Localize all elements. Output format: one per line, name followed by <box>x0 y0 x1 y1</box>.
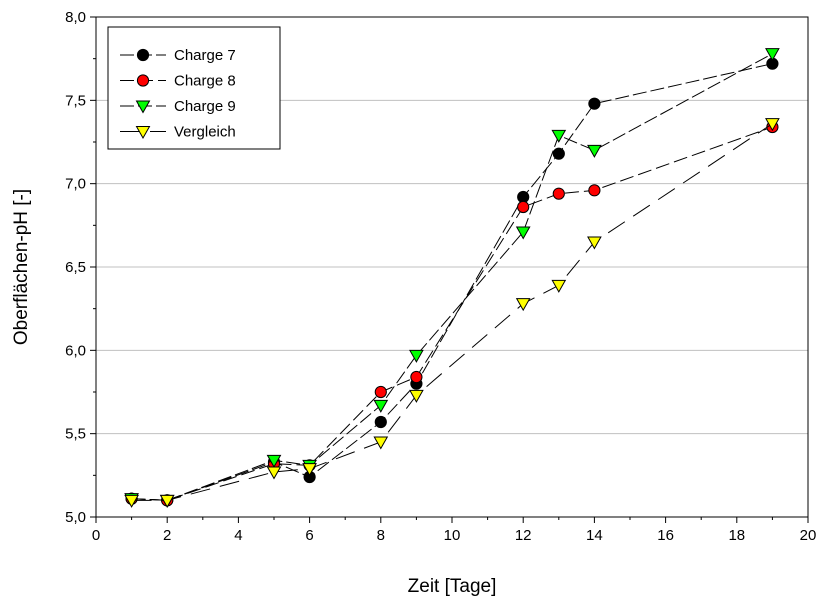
x-tick-label: 4 <box>234 527 242 544</box>
data-point <box>588 184 601 197</box>
legend-box <box>107 26 281 150</box>
data-point <box>515 226 531 240</box>
grid-lines <box>96 99 808 435</box>
y-tick-label: 6,0 <box>65 342 86 359</box>
y-tick-label: 7,0 <box>65 176 86 193</box>
legend-item: Vergleich <box>120 124 236 141</box>
x-tick-label: 18 <box>728 527 745 544</box>
series-layer <box>124 48 780 508</box>
y-tick-label: 8,0 <box>65 9 86 26</box>
series-line <box>131 123 773 501</box>
y-tick-label: 6,5 <box>65 259 86 276</box>
data-point <box>410 370 423 384</box>
x-tick-label: 2 <box>163 527 171 544</box>
data-point <box>551 129 567 143</box>
series-charge-8 <box>125 120 779 507</box>
data-point <box>551 279 567 293</box>
legend: Charge 7 Charge 8 Charge 9 Vergleich <box>107 26 281 150</box>
data-point <box>765 48 780 62</box>
y-tick-label: 5,0 <box>65 509 86 526</box>
legend-item: Charge 9 <box>120 98 236 115</box>
legend-marker <box>136 48 150 62</box>
y-tick-label: 5,5 <box>65 426 86 443</box>
data-point <box>266 466 282 480</box>
x-tick-label: 14 <box>586 527 603 544</box>
data-point <box>587 236 602 250</box>
series-vergleich <box>124 118 780 508</box>
x-tick-label: 20 <box>800 527 817 544</box>
legend-label: Charge 9 <box>174 98 236 115</box>
data-point <box>409 349 424 363</box>
y-axis-title: Oberflächen-pH [-] <box>11 189 32 345</box>
data-point <box>409 389 424 403</box>
x-axis: 0 2 4 6 8 10 12 14 16 18 20 <box>92 517 817 544</box>
data-point <box>517 200 530 214</box>
y-axis: 5,0 5,5 6,0 6,5 7,0 7,5 8,0 <box>65 9 96 526</box>
data-point <box>124 494 139 508</box>
data-point <box>266 454 282 468</box>
legend-marker <box>136 74 150 87</box>
legend-label: Charge 7 <box>174 47 236 64</box>
data-point <box>302 463 317 477</box>
data-point <box>374 385 387 399</box>
legend-label: Charge 8 <box>174 73 236 90</box>
legend-item: Charge 8 <box>120 73 236 90</box>
data-point <box>765 118 780 132</box>
data-point <box>374 415 387 429</box>
data-point <box>159 494 175 508</box>
series-line <box>131 126 773 501</box>
x-tick-label: 10 <box>444 527 461 544</box>
data-point <box>373 399 389 413</box>
y-tick-label: 7,5 <box>65 92 86 109</box>
x-tick-label: 0 <box>92 527 100 544</box>
series-line <box>131 63 773 501</box>
x-axis-title: Zeit [Tage] <box>408 576 497 597</box>
x-tick-label: 8 <box>377 527 385 544</box>
x-tick-label: 16 <box>657 527 674 544</box>
legend-marker <box>135 126 151 140</box>
data-point <box>552 147 565 160</box>
data-point <box>587 144 602 158</box>
data-point <box>515 298 531 312</box>
x-tick-label: 6 <box>305 527 313 544</box>
legend-label: Vergleich <box>174 124 236 141</box>
x-tick-label: 12 <box>515 527 532 544</box>
legend-marker <box>135 100 151 114</box>
data-point <box>588 97 601 110</box>
data-point <box>373 436 389 450</box>
series-line <box>131 53 773 501</box>
data-point <box>552 187 565 200</box>
legend-item: Charge 7 <box>120 47 236 64</box>
